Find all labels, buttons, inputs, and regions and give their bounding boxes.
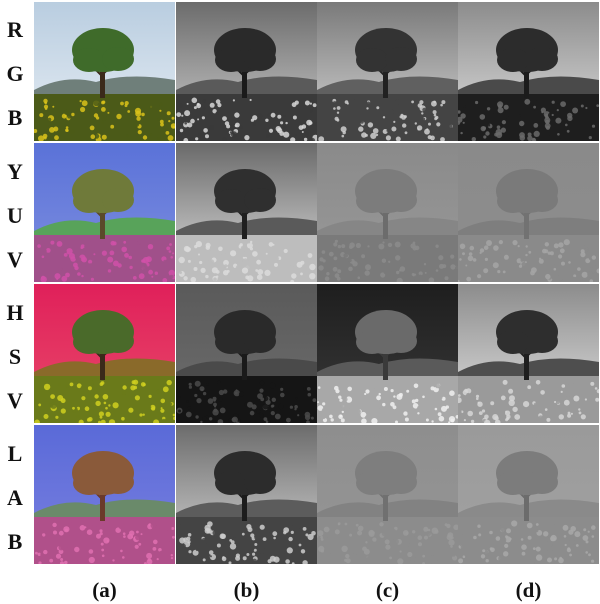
row-letter: B	[7, 105, 23, 130]
column-label-a: (a)	[92, 578, 117, 602]
image-rgb-c	[317, 2, 458, 141]
row-letter: L	[7, 441, 23, 466]
image-yuv-c	[317, 143, 458, 282]
row-letter: V	[7, 247, 23, 272]
image-hsv-d	[458, 284, 599, 423]
row-letter: U	[7, 203, 23, 228]
row-letter: V	[7, 388, 23, 413]
row-label-yuv: Y U V	[0, 150, 30, 282]
image-yuv-a	[34, 143, 175, 282]
column-label-d: (d)	[515, 578, 542, 602]
column-label-b: (b)	[233, 578, 260, 602]
image-yuv-b	[176, 143, 317, 282]
row-label-lab: L A B	[0, 432, 30, 564]
row-letter: Y	[7, 159, 23, 184]
image-lab-a	[34, 425, 175, 564]
row-letter: G	[6, 61, 24, 86]
row-letter: A	[7, 485, 23, 510]
column-label-c: (c)	[375, 578, 400, 602]
row-letter: H	[6, 300, 24, 325]
image-rgb-b	[176, 2, 317, 141]
image-hsv-c	[317, 284, 458, 423]
image-lab-d	[458, 425, 599, 564]
row-letter: S	[8, 344, 22, 369]
image-yuv-d	[458, 143, 599, 282]
image-lab-c	[317, 425, 458, 564]
image-hsv-a	[34, 284, 175, 423]
image-rgb-d	[458, 2, 599, 141]
row-label-rgb: R G B	[0, 8, 30, 140]
image-hsv-b	[176, 284, 317, 423]
image-lab-b	[176, 425, 317, 564]
row-label-hsv: H S V	[0, 291, 30, 423]
row-letter: B	[7, 529, 23, 554]
row-letter: R	[7, 17, 23, 42]
image-rgb-a	[34, 2, 175, 141]
